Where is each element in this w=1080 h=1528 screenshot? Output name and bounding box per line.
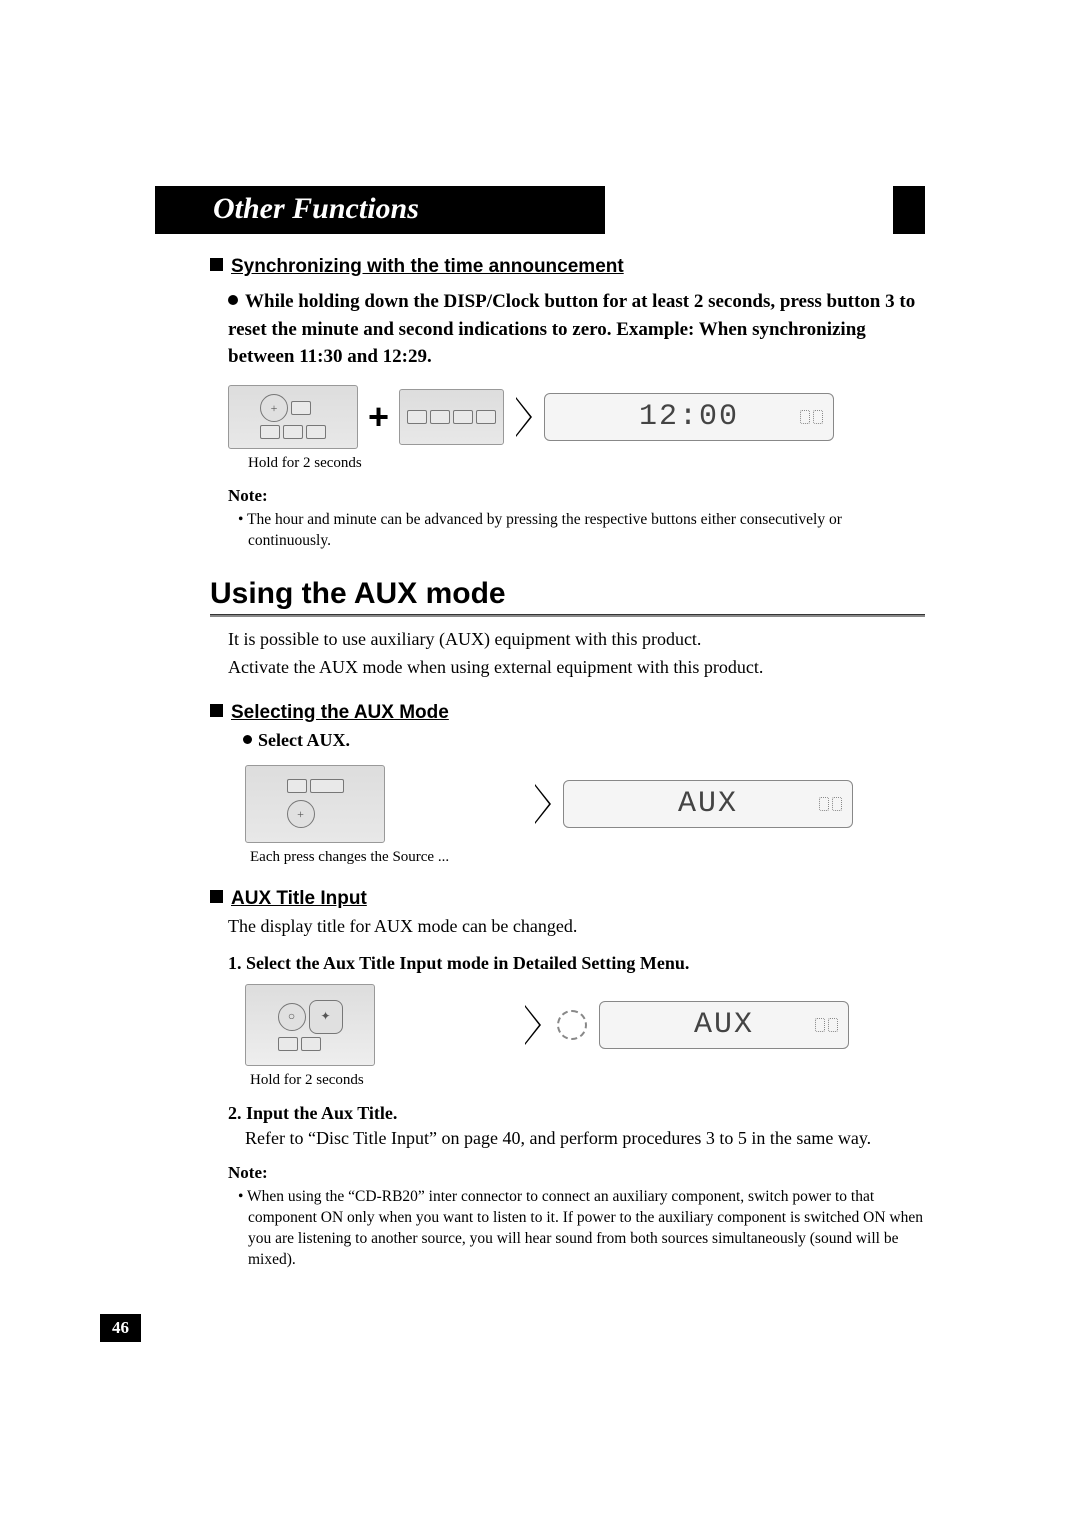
step-2-body: Refer to “Disc Title Input” on page 40, …	[245, 1128, 925, 1149]
device-panel-illustration-2: +	[245, 765, 385, 843]
step-2: 2. Input the Aux Title.	[228, 1103, 925, 1124]
aux-intro-2: Activate the AUX mode when using externa…	[228, 655, 925, 680]
header-bar: Other Functions	[155, 186, 925, 234]
control-panel-illustration: ○ ✦	[245, 984, 375, 1066]
square-bullet-icon	[210, 890, 223, 903]
step-1: 1. Select the Aux Title Input mode in De…	[228, 953, 925, 974]
aux-intro-1: It is possible to use auxiliary (AUX) eq…	[228, 627, 925, 652]
title-input-caption: Hold for 2 seconds	[250, 1072, 925, 1089]
note-label-2: Note:	[228, 1163, 925, 1183]
arrow-right-icon	[516, 397, 532, 437]
sync-instruction: While holding down the DISP/Clock button…	[228, 288, 925, 371]
aux-title-body: The display title for AUX mode can be ch…	[228, 914, 925, 939]
select-aux-sub: Select AUX.	[243, 730, 925, 751]
note-body-1: • The hour and minute can be advanced by…	[238, 510, 925, 552]
square-bullet-icon	[210, 258, 223, 271]
title-input-figure-row: ○ ✦ AUX	[245, 984, 925, 1066]
knob-rotate-icon	[557, 1010, 587, 1040]
aux-figure-row: + AUX	[245, 765, 925, 843]
arrow-right-icon	[535, 784, 551, 824]
manual-page: Other Functions Synchronizing with the t…	[155, 186, 925, 1271]
page-number: 46	[100, 1314, 141, 1342]
note-body-2: • When using the “CD-RB20” inter connect…	[238, 1187, 925, 1271]
section-sync-heading: Synchronizing with the time announcement	[210, 256, 925, 278]
sync-figure-row: + + 12:00	[228, 385, 925, 449]
section-aux-title-heading: AUX Title Input	[210, 888, 925, 910]
arrow-right-icon	[525, 1005, 541, 1045]
sync-caption: Hold for 2 seconds	[248, 455, 925, 472]
circle-bullet-icon	[228, 295, 238, 305]
lcd-display-aux: AUX	[563, 780, 853, 828]
plus-icon: +	[366, 396, 391, 438]
aux-caption: Each press changes the Source ...	[250, 849, 925, 866]
note-label-1: Note:	[228, 486, 925, 506]
header-title: Other Functions	[155, 186, 605, 234]
aux-mode-heading: Using the AUX mode	[210, 577, 925, 611]
square-bullet-icon	[210, 704, 223, 717]
lcd-display-aux-title: AUX	[599, 1001, 849, 1049]
heading-underline	[210, 614, 925, 617]
button-panel-illustration	[399, 389, 504, 445]
lcd-display-clock: 12:00	[544, 393, 834, 441]
circle-bullet-icon	[243, 735, 252, 744]
section-select-aux-heading: Selecting the AUX Mode	[210, 702, 925, 724]
device-panel-illustration: +	[228, 385, 358, 449]
